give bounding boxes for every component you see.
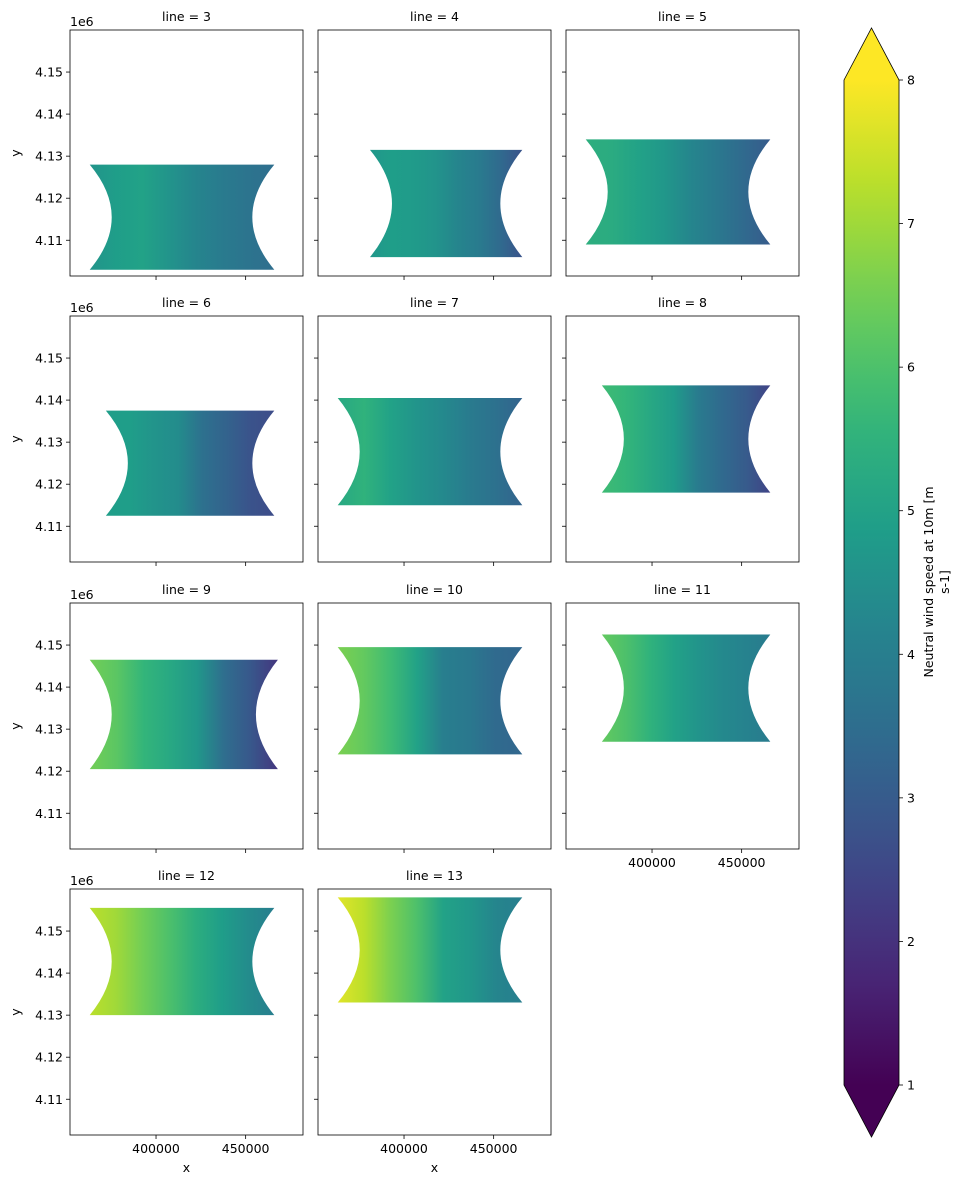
wind-swath xyxy=(601,634,771,742)
panel-title: line = 5 xyxy=(658,9,707,24)
facet-panel: line = 12 4.11 4.12 4.13 4.14 4.15 1e6 y 400000 4… xyxy=(8,868,304,1175)
x-tick-label: 400000 xyxy=(628,855,676,870)
y-tick-label: 4.11 xyxy=(35,233,63,248)
y-tick-label: 4.13 xyxy=(35,149,63,164)
y-tick-label: 4.15 xyxy=(35,351,63,366)
wind-swath xyxy=(89,907,275,1016)
y-tick-label: 4.12 xyxy=(35,191,63,206)
x-tick-label: 400000 xyxy=(380,1141,428,1156)
panel-frame xyxy=(69,29,304,277)
x-tick-label: 450000 xyxy=(718,855,766,870)
y-axis-label: y xyxy=(8,435,23,443)
colorbar-extend-min xyxy=(844,1085,899,1137)
wind-swath xyxy=(337,398,523,506)
wind-swath xyxy=(89,659,278,770)
panel-title: line = 9 xyxy=(162,582,211,597)
y-tick-label: 4.14 xyxy=(35,107,63,122)
panel-title: line = 3 xyxy=(162,9,211,24)
panel-title: line = 11 xyxy=(654,582,711,597)
y-offset-label: 1e6 xyxy=(70,14,94,29)
panel-title: line = 8 xyxy=(658,295,707,310)
panel-frame xyxy=(565,315,800,563)
panel-frame xyxy=(69,602,304,850)
wind-swath xyxy=(337,647,523,755)
x-axis-label: x xyxy=(183,1160,190,1175)
colorbar-tick-label: 5 xyxy=(907,503,915,518)
colorbar-label-line2: s-1] xyxy=(937,570,952,594)
x-tick-label: 450000 xyxy=(222,1141,270,1156)
panel-title: line = 7 xyxy=(410,295,459,310)
facet-panel: line = 8 xyxy=(562,295,800,566)
facet-panel: line = 13 400000 450000 x xyxy=(314,868,552,1175)
y-tick-label: 4.13 xyxy=(35,722,63,737)
x-tick-label: 450000 xyxy=(470,1141,518,1156)
y-tick-label: 4.15 xyxy=(35,924,63,939)
facet-panel: line = 5 xyxy=(562,9,800,280)
y-tick-label: 4.13 xyxy=(35,435,63,450)
facet-panel: line = 9 4.11 4.12 4.13 4.14 4.15 1e6 y xyxy=(8,582,304,853)
colorbar: 1 2 3 4 5 6 7 8 Neutral wind speed at 10m [m s-1] xyxy=(843,27,952,1138)
facet-panel: line = 11 400000 450000 xyxy=(562,582,800,870)
y-tick-label: 4.12 xyxy=(35,477,63,492)
facet-panel: line = 6 4.11 4.12 4.13 4.14 4.15 1e6 y xyxy=(8,295,304,566)
colorbar-gradient xyxy=(844,80,899,1085)
y-tick-label: 4.11 xyxy=(35,1092,63,1107)
colorbar-tick-label: 1 xyxy=(907,1078,915,1093)
x-axis-label: x xyxy=(431,1160,438,1175)
panel-frame xyxy=(565,29,800,277)
wind-swath xyxy=(337,897,523,1003)
facet-panel: line = 4 xyxy=(314,9,552,280)
y-tick-label: 4.11 xyxy=(35,519,63,534)
y-tick-label: 4.14 xyxy=(35,680,63,695)
y-tick-label: 4.15 xyxy=(35,65,63,80)
y-tick-label: 4.15 xyxy=(35,638,63,653)
colorbar-tick-label: 6 xyxy=(907,360,915,375)
panel-title: line = 4 xyxy=(410,9,459,24)
colorbar-label: Neutral wind speed at 10m [m xyxy=(921,486,936,677)
y-offset-label: 1e6 xyxy=(70,300,94,315)
y-tick-label: 4.14 xyxy=(35,966,63,981)
panel-frame xyxy=(317,29,552,277)
y-tick-label: 4.13 xyxy=(35,1008,63,1023)
panel-title: line = 6 xyxy=(162,295,211,310)
wind-swath xyxy=(601,385,771,493)
panel-frame xyxy=(317,315,552,563)
y-tick-label: 4.12 xyxy=(35,1050,63,1065)
y-axis-label: y xyxy=(8,1008,23,1016)
y-tick-label: 4.12 xyxy=(35,764,63,779)
facet-panels: line = 3 4.11 4.12 4.13 4.14 4.15 1e6 y line = 4… xyxy=(8,9,800,1175)
colorbar-tick-label: 4 xyxy=(907,647,915,662)
wind-swath xyxy=(369,149,523,258)
colorbar-tick-label: 2 xyxy=(907,934,915,949)
y-tick-label: 4.11 xyxy=(35,806,63,821)
facet-panel: line = 7 xyxy=(314,295,552,566)
x-tick-label: 400000 xyxy=(132,1141,180,1156)
colorbar-extend-max xyxy=(844,28,899,80)
y-axis-label: y xyxy=(8,722,23,730)
colorbar-tick-label: 8 xyxy=(907,73,915,88)
y-axis-label: y xyxy=(8,149,23,157)
y-tick-label: 4.14 xyxy=(35,393,63,408)
panel-frame xyxy=(69,315,304,563)
panel-title: line = 12 xyxy=(158,868,215,883)
facet-panel: line = 3 4.11 4.12 4.13 4.14 4.15 1e6 y xyxy=(8,9,304,280)
panel-frame xyxy=(565,602,800,850)
facet-panel: line = 10 xyxy=(314,582,552,853)
wind-swath xyxy=(585,139,771,245)
colorbar-tick-label: 3 xyxy=(907,790,915,805)
wind-swath xyxy=(105,410,275,516)
panel-frame xyxy=(317,602,552,850)
panel-frame xyxy=(317,888,552,1136)
colorbar-tick-label: 7 xyxy=(907,216,915,231)
panel-frame xyxy=(69,888,304,1136)
panel-title: line = 10 xyxy=(406,582,463,597)
y-offset-label: 1e6 xyxy=(70,587,94,602)
y-offset-label: 1e6 xyxy=(70,873,94,888)
panel-title: line = 13 xyxy=(406,868,463,883)
wind-swath xyxy=(89,164,275,270)
